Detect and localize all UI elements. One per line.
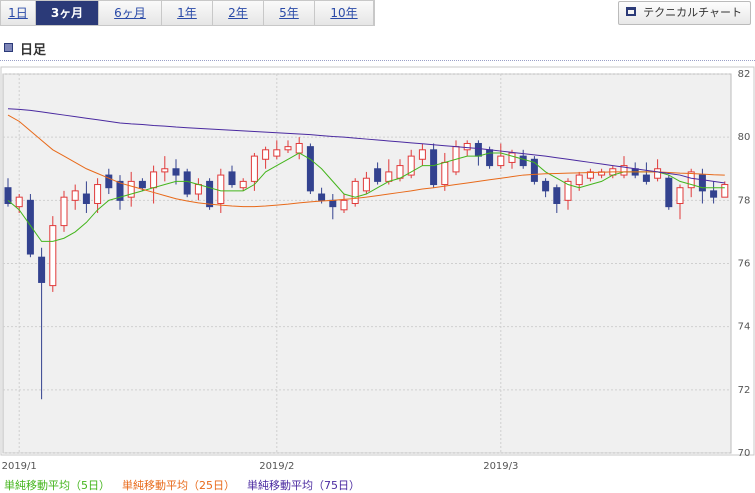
candle-body	[262, 149, 270, 160]
candle-body	[228, 171, 236, 186]
candle-body	[150, 171, 158, 189]
period-tab[interactable]: 2年	[213, 1, 264, 25]
candle-body	[4, 187, 12, 204]
moving-average-line	[7, 108, 725, 184]
period-tabs: 1日 3ヶ月 6ヶ月 1年 2年 5年 10年	[0, 0, 375, 26]
legend-entry: 単純移動平均（75日）	[247, 479, 360, 492]
y-tick-label: 80	[738, 132, 751, 143]
candle-body	[105, 174, 113, 189]
candle-body	[82, 193, 90, 204]
period-tab[interactable]: 6ヶ月	[99, 1, 162, 25]
candle-body	[362, 177, 370, 192]
candle-body	[665, 177, 673, 208]
y-tick-label: 74	[738, 322, 751, 333]
candle-body	[385, 171, 393, 182]
candle-body	[519, 155, 527, 167]
candle-body	[60, 196, 68, 227]
legend-entry: 単純移動平均（25日）	[122, 479, 235, 492]
candle-body	[116, 180, 124, 201]
candle-body	[71, 190, 79, 201]
candle-body	[676, 187, 684, 204]
candle-body	[418, 149, 426, 160]
candle-body	[620, 165, 628, 176]
candle-body	[463, 142, 471, 151]
candle-body	[687, 171, 695, 189]
candle-body	[15, 196, 23, 208]
candle-body	[710, 190, 718, 198]
candle-body	[183, 171, 191, 195]
candle-body	[586, 171, 594, 179]
period-tab[interactable]: 10年	[315, 1, 374, 25]
candle-body	[239, 180, 247, 189]
candle-body	[530, 158, 538, 182]
candle-body	[575, 174, 583, 186]
legend: 単純移動平均（5日） 単純移動平均（25日） 単純移動平均（75日）	[4, 477, 360, 493]
y-tick-label: 78	[738, 195, 751, 206]
candle-body	[430, 149, 438, 186]
candle-body	[441, 161, 449, 186]
candle-body	[206, 180, 214, 208]
candle-body	[340, 199, 348, 211]
candle-body	[374, 168, 382, 182]
candle-body	[553, 187, 561, 204]
candle-body	[49, 225, 57, 287]
candle-body	[698, 174, 706, 192]
candle-body	[194, 184, 202, 195]
candle-body	[508, 152, 516, 163]
candle-body	[306, 146, 314, 192]
candle-body	[564, 180, 572, 201]
candle-body	[642, 174, 650, 182]
candle-body	[318, 193, 326, 201]
candle-body	[329, 199, 337, 208]
candle-body	[351, 180, 359, 204]
candle-body	[542, 180, 550, 192]
candle-body	[396, 165, 404, 179]
y-tick-label: 70	[738, 448, 751, 459]
candle-body	[474, 142, 482, 157]
x-tick-label: 2019/3	[483, 461, 518, 472]
period-tab[interactable]: 1年	[162, 1, 213, 25]
candle-body	[721, 184, 729, 198]
candle-body	[284, 146, 292, 151]
moving-average-line	[7, 152, 725, 242]
x-tick-label: 2019/2	[259, 461, 294, 472]
candle-body	[172, 168, 180, 176]
candle-body	[138, 180, 146, 189]
divider	[0, 60, 755, 61]
y-tick-label: 76	[738, 259, 751, 270]
technical-chart-button[interactable]: テクニカルチャート	[618, 1, 751, 25]
heading: 日足	[4, 39, 46, 58]
candle-body	[497, 155, 505, 167]
y-tick-label: 72	[738, 385, 751, 396]
candle-body	[486, 149, 494, 167]
y-tick-label: 82	[738, 69, 751, 80]
candle-body	[654, 168, 662, 179]
moving-average-line	[7, 114, 725, 208]
legend-entry: 単純移動平均（5日）	[4, 479, 110, 492]
candle-body	[94, 184, 102, 204]
period-tab[interactable]: 1日	[1, 1, 36, 25]
period-tab[interactable]: 3ヶ月	[36, 1, 99, 25]
candle-body	[161, 168, 169, 173]
candle-body	[26, 199, 34, 255]
candle-body	[407, 155, 415, 176]
candle-body	[273, 149, 281, 157]
candle-body	[250, 155, 258, 182]
period-tab[interactable]: 5年	[264, 1, 315, 25]
chart: 70 72 74 76 78 80 82 2019/1 2019/2 2019/3	[0, 66, 755, 472]
candle-body	[217, 174, 225, 204]
candle-body	[295, 142, 303, 154]
candle-body	[127, 180, 135, 198]
candle-body	[38, 256, 46, 283]
x-tick-label: 2019/1	[2, 461, 37, 472]
